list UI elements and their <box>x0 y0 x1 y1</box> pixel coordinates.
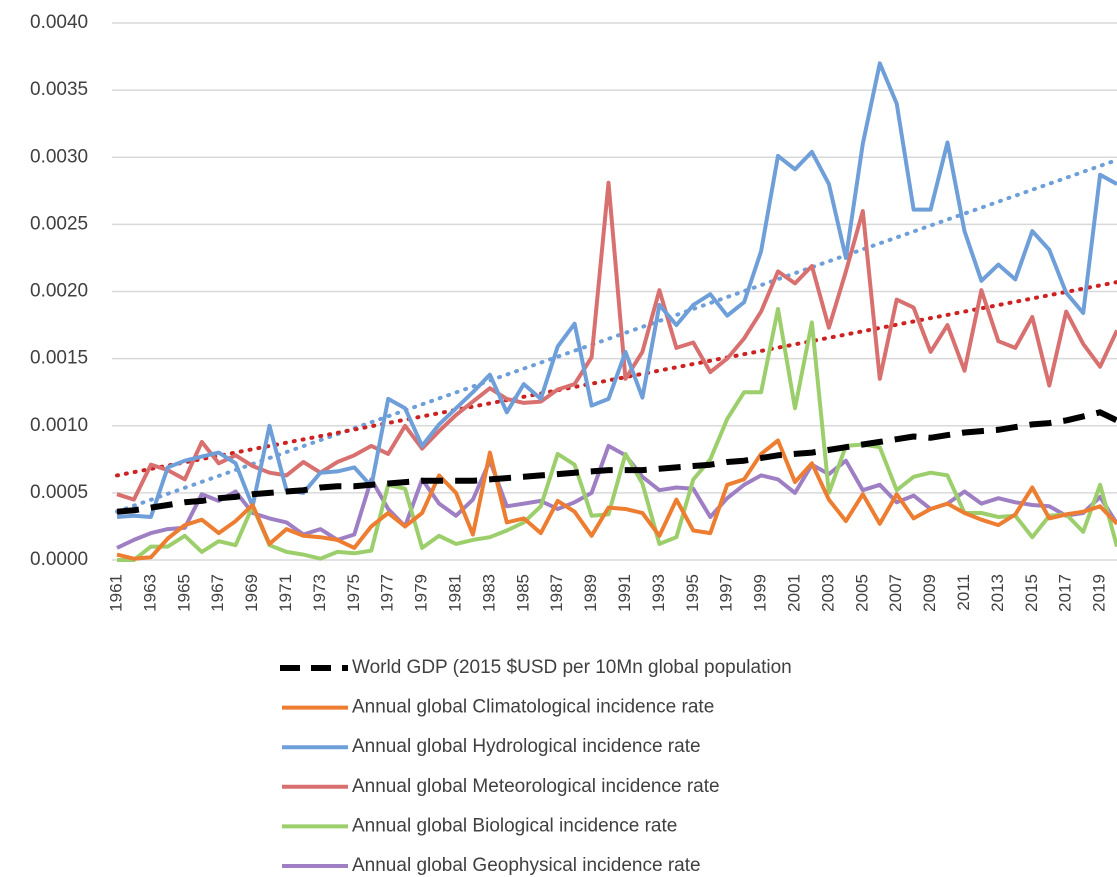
x-tick-label: 2011 <box>954 574 973 611</box>
x-tick-label: 2007 <box>886 574 905 612</box>
y-tick-label: 0.0005 <box>30 482 88 503</box>
x-tick-label: 1997 <box>717 574 736 612</box>
y-tick-label: 0.0025 <box>30 213 88 234</box>
legend-label: Annual global Biological incidence rate <box>352 815 677 836</box>
x-tick-label: 1963 <box>140 574 159 612</box>
legend-label: Annual global Meteorological incidence r… <box>352 776 720 797</box>
x-tick-label: 1981 <box>445 574 464 612</box>
x-tick-label: 1971 <box>276 574 295 612</box>
y-tick-label: 0.0020 <box>30 281 88 302</box>
x-tick-label: 1967 <box>208 574 227 612</box>
x-tick-label: 1973 <box>310 574 329 612</box>
y-tick-label: 0.0010 <box>30 415 88 436</box>
x-tick-label: 1987 <box>547 574 566 612</box>
x-tick-label: 1961 <box>106 574 125 612</box>
x-tick-label: 1995 <box>683 574 702 612</box>
legend-label: Annual global Hydrological incidence rat… <box>352 736 701 757</box>
x-tick-label: 1985 <box>513 574 532 612</box>
x-tick-label: 1993 <box>649 574 668 612</box>
x-tick-label: 2017 <box>1056 574 1075 612</box>
series-line <box>116 443 1117 550</box>
x-tick-label: 1979 <box>412 574 431 612</box>
legend-label: World GDP (2015 $USD per 10Mn global pop… <box>352 657 792 678</box>
x-tick-label: 2019 <box>1090 574 1109 612</box>
x-tick-label: 2009 <box>920 574 939 612</box>
x-tick-label: 1991 <box>615 574 634 612</box>
x-tick-label: 2005 <box>852 574 871 612</box>
x-tick-label: 1989 <box>581 574 600 612</box>
x-tick-label: 1977 <box>378 574 397 612</box>
x-tick-label: 2001 <box>784 574 803 612</box>
x-tick-label: 1965 <box>174 574 193 612</box>
series-line <box>116 61 1117 519</box>
x-tick-label: 1969 <box>242 574 261 612</box>
y-tick-label: 0.0000 <box>30 549 88 570</box>
x-tick-label: 1983 <box>479 574 498 612</box>
y-tick-label: 0.0030 <box>30 146 88 167</box>
legend-label: Annual global Climatological incidence r… <box>352 697 714 718</box>
y-tick-label: 0.0015 <box>30 348 88 369</box>
y-tick-label: 0.0040 <box>30 12 88 33</box>
trendline <box>115 157 1117 514</box>
x-tick-label: 2015 <box>1022 574 1041 612</box>
legend-label: Annual global Geophysical incidence rate <box>352 855 701 876</box>
series-line <box>116 409 1117 515</box>
trendline <box>115 280 1117 478</box>
x-tick-label: 2013 <box>988 574 1007 612</box>
x-tick-label: 1975 <box>344 574 363 612</box>
series-line <box>116 438 1117 561</box>
x-tick-label: 1999 <box>751 574 770 612</box>
x-tick-label: 2003 <box>818 574 837 612</box>
series-line <box>117 307 1117 562</box>
y-tick-label: 0.0035 <box>30 79 88 100</box>
